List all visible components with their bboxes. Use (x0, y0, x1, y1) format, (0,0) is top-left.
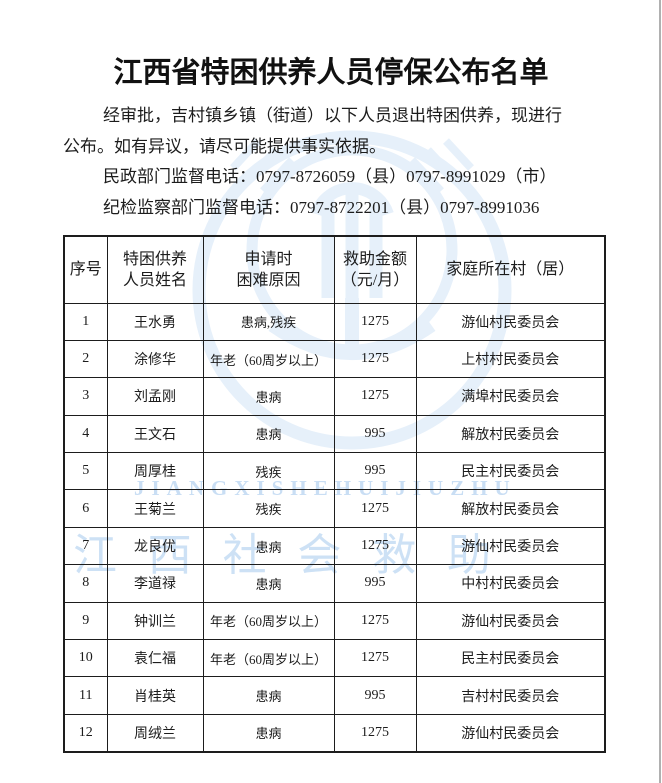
cell-person-name: 周绒兰 (106, 713, 204, 753)
cell-aid-amount: 1275 (333, 601, 417, 641)
cell-person-name: 龙良优 (106, 526, 204, 566)
header-serial-number: 序号 (63, 235, 108, 304)
cell-serial-number: 12 (63, 713, 108, 753)
cell-serial-number: 11 (63, 676, 108, 715)
cell-difficulty-reason: 年老（60周岁以上） (202, 339, 335, 379)
cell-aid-amount: 995 (333, 676, 417, 715)
cell-person-name: 李道禄 (106, 564, 204, 603)
cell-person-name: 刘孟刚 (106, 377, 204, 416)
cell-person-name: 涂修华 (106, 339, 204, 379)
cell-person-name: 王文石 (106, 414, 204, 454)
intro-line: 公布。如有异议，请尽可能提供事实依据。 (63, 136, 386, 156)
cell-difficulty-reason: 患病 (202, 564, 335, 603)
header-difficulty-reason: 申请时 困难原因 (202, 235, 335, 304)
page-title: 江西省特困供养人员停保公布名单 (113, 57, 549, 89)
cell-serial-number: 6 (63, 489, 108, 528)
supervision-phone-discipline-inspection: 纪检监察部门监督电话：0797-8722201（县）0797-8991036 (103, 197, 540, 217)
cell-aid-amount: 995 (333, 452, 417, 491)
cell-home-village: 满埠村民委员会 (415, 377, 606, 416)
page-right-border (659, 0, 661, 783)
cell-difficulty-reason: 患病 (202, 713, 335, 753)
cell-home-village: 游仙村民委员会 (415, 526, 606, 566)
cell-person-name: 钟训兰 (106, 601, 204, 641)
table-header-row: 序号 特困供养 人员姓名 申请时 困难原因 救助金额 （元/月） 家庭所在村（居… (63, 235, 606, 304)
table-row: 11 肖桂英 患病 995 吉村村民委员会 (63, 676, 606, 715)
cell-difficulty-reason: 残疾 (202, 452, 335, 491)
cell-aid-amount: 1275 (333, 302, 417, 341)
intro-line: 经审批，吉村镇乡镇（街道）以下人员退出特困供养，现进行 (103, 106, 562, 125)
cell-aid-amount: 1275 (333, 526, 417, 566)
cell-difficulty-reason: 残疾 (202, 489, 335, 528)
cell-serial-number: 7 (63, 526, 108, 566)
table-row: 1 王水勇 患病,残疾 1275 游仙村民委员会 (63, 302, 606, 341)
cell-home-village: 游仙村民委员会 (415, 601, 606, 641)
table-row: 6 王菊兰 残疾 1275 解放村民委员会 (63, 489, 606, 528)
cell-home-village: 游仙村民委员会 (415, 713, 606, 753)
table-row: 5 周厚桂 残疾 995 民主村民委员会 (63, 452, 606, 491)
header-aid-amount: 救助金额 （元/月） (333, 235, 417, 304)
table-row: 12 周绒兰 患病 1275 游仙村民委员会 (63, 713, 606, 753)
cell-difficulty-reason: 患病 (202, 414, 335, 454)
cell-home-village: 上村村民委员会 (415, 339, 606, 379)
cell-serial-number: 1 (63, 302, 108, 341)
supervision-phone-civil-affairs: 民政部门监督电话：0797-8726059（县）0797-8991029（市） (103, 167, 557, 186)
cell-serial-number: 8 (63, 564, 108, 603)
cell-person-name: 肖桂英 (106, 676, 204, 715)
cell-difficulty-reason: 患病,残疾 (202, 302, 335, 341)
cell-aid-amount: 1275 (333, 377, 417, 416)
table-row: 4 王文石 患病 995 解放村民委员会 (63, 414, 606, 454)
cell-serial-number: 9 (63, 601, 108, 641)
cell-home-village: 民主村民委员会 (415, 639, 606, 678)
cell-home-village: 中村村民委员会 (415, 564, 606, 603)
cell-difficulty-reason: 患病 (202, 526, 335, 566)
cell-difficulty-reason: 患病 (202, 377, 335, 416)
cell-aid-amount: 1275 (333, 339, 417, 379)
cell-serial-number: 3 (63, 377, 108, 416)
header-home-village: 家庭所在村（居） (415, 235, 606, 304)
cell-difficulty-reason: 患病 (202, 676, 335, 715)
stop-support-roster-table: 序号 特困供养 人员姓名 申请时 困难原因 救助金额 （元/月） 家庭所在村（居… (63, 235, 606, 753)
cell-aid-amount: 995 (333, 564, 417, 603)
table-row: 8 李道禄 患病 995 中村村民委员会 (63, 564, 606, 603)
cell-serial-number: 2 (63, 339, 108, 379)
cell-home-village: 游仙村民委员会 (415, 302, 606, 341)
cell-serial-number: 4 (63, 414, 108, 454)
cell-aid-amount: 1275 (333, 713, 417, 753)
cell-home-village: 民主村民委员会 (415, 452, 606, 491)
cell-serial-number: 10 (63, 639, 108, 678)
cell-aid-amount: 995 (333, 414, 417, 454)
table-row: 9 钟训兰 年老（60周岁以上） 1275 游仙村民委员会 (63, 601, 606, 641)
cell-serial-number: 5 (63, 452, 108, 491)
intro-paragraph: 经审批，吉村镇乡镇（街道）以下人员退出特困供养，现进行 公布。如有异议，请尽可能… (63, 101, 598, 223)
cell-home-village: 解放村民委员会 (415, 489, 606, 528)
header-person-name: 特困供养 人员姓名 (106, 235, 204, 304)
table-row: 2 涂修华 年老（60周岁以上） 1275 上村村民委员会 (63, 339, 606, 379)
cell-person-name: 王菊兰 (106, 489, 204, 528)
table-row: 7 龙良优 患病 1275 游仙村民委员会 (63, 526, 606, 566)
cell-person-name: 袁仁福 (106, 639, 204, 678)
cell-difficulty-reason: 年老（60周岁以上） (202, 601, 335, 641)
cell-person-name: 王水勇 (106, 302, 204, 341)
cell-difficulty-reason: 年老（60周岁以上） (202, 639, 335, 678)
cell-aid-amount: 1275 (333, 639, 417, 678)
table-row: 3 刘孟刚 患病 1275 满埠村民委员会 (63, 377, 606, 416)
table-row: 10 袁仁福 年老（60周岁以上） 1275 民主村民委员会 (63, 639, 606, 678)
cell-person-name: 周厚桂 (106, 452, 204, 491)
cell-home-village: 吉村村民委员会 (415, 676, 606, 715)
cell-aid-amount: 1275 (333, 489, 417, 528)
cell-home-village: 解放村民委员会 (415, 414, 606, 454)
